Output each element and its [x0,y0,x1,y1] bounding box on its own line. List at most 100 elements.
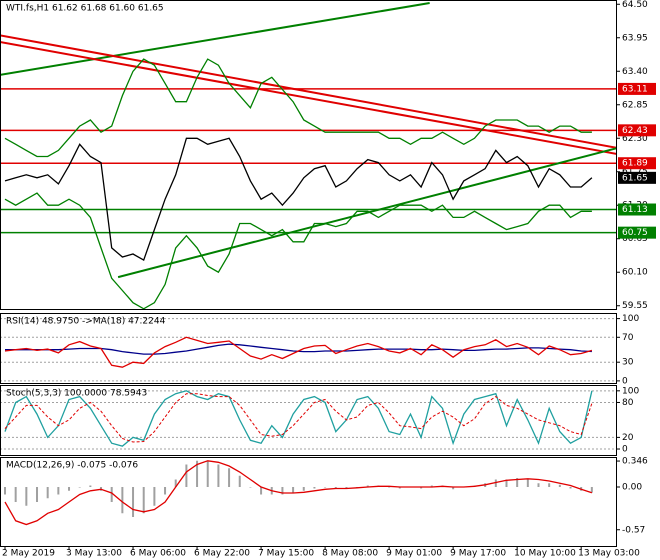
histogram-bar [569,487,572,489]
y-tick-label: 62.30 [622,134,648,144]
histogram-bar [494,479,497,487]
x-tick-label: 9 May 01:00 [386,549,442,559]
trend-line [0,2,430,76]
y-tick-label: 63.95 [622,33,648,43]
series-line [4,390,593,447]
histogram-bar [174,479,177,487]
histogram-bar [132,487,135,517]
histogram-bar [590,487,593,493]
y-tick-label: 59.55 [622,301,648,311]
panel-title: WTI.fs,H1 61.62 61.68 61.60 61.65 [6,4,164,14]
histogram-bar [366,485,369,487]
panel-frame [0,385,617,456]
trend-line [0,41,617,156]
histogram-bar [153,487,156,506]
panel-title: MACD(12,26,9) -0.075 -0.076 [6,461,138,471]
y-tick-label: 60.10 [622,268,648,278]
x-tick-label: 3 May 13:00 [66,549,122,559]
histogram-bar [249,487,252,488]
histogram-bar [121,487,124,514]
panel-frame [0,457,617,547]
panel [0,2,617,310]
histogram-bar [398,487,401,489]
series-line [4,137,593,262]
series-line [4,393,593,443]
histogram-bar [110,487,113,502]
histogram-bar [505,479,508,487]
y-tick-label: 0.346 [622,457,648,467]
histogram-bar [260,487,263,495]
panel-frame [0,313,617,384]
histogram-bar [68,487,71,491]
series-line [4,58,592,158]
level-label: 61.13 [622,205,648,215]
histogram-bar [25,487,28,506]
level-label: 61.89 [622,159,648,169]
histogram-bar [292,487,295,493]
price-label-box [618,171,656,184]
histogram-bar [228,468,231,487]
histogram-bar [548,483,551,487]
x-tick-label: 7 May 15:00 [258,549,314,559]
histogram-bar [36,487,39,502]
series-line [4,460,593,526]
y-tick-label: -0.57 [622,525,645,535]
x-tick-label: 8 May 08:00 [322,549,378,559]
level-label-box [618,124,656,137]
histogram-bar [526,479,529,487]
histogram-bar [430,485,433,487]
y-tick-label: 60.65 [622,234,648,244]
histogram-bar [57,487,60,495]
histogram-bar [313,487,316,489]
x-tick-label: 2 May 2019 [2,549,55,559]
y-tick-label: 80 [622,398,634,408]
y-tick-label: 20 [622,433,634,443]
y-tick-label: 62.85 [622,100,648,110]
level-label: 63.11 [622,84,648,94]
histogram-bar [516,478,519,487]
histogram-bar [537,483,540,487]
histogram-bar [238,475,241,487]
histogram-bar [14,487,17,502]
y-tick-label: 0 [622,376,628,386]
histogram-bar [452,487,455,490]
y-tick-label: 70 [622,333,634,343]
panel-frame [0,0,617,310]
histogram-bar [78,487,81,488]
histogram-bar [89,485,92,487]
panel-title: Stoch(5,3,3) 100.0000 78.5943 [6,389,147,399]
panel [0,318,617,382]
histogram-bar [420,487,423,489]
y-tick-label: 0.00 [622,483,642,493]
histogram-bar [302,487,305,491]
panel [4,460,593,526]
y-tick-label: 100 [622,386,639,396]
histogram-bar [388,487,391,488]
histogram-bar [185,464,188,487]
y-tick-label: 100 [622,314,639,324]
series-line [4,192,592,310]
x-tick-label: 10 May 10:00 [514,549,576,559]
panel [0,390,617,450]
y-tick-label: 64.50 [622,0,648,10]
histogram-bar [345,487,348,489]
level-label-box [618,157,656,170]
y-tick-label: 0 [622,445,628,455]
histogram-bar [142,487,145,514]
histogram-bar [217,464,220,487]
level-label: 62.43 [622,126,648,136]
histogram-bar [206,460,209,487]
histogram-bar [281,487,284,495]
x-tick-label: 9 May 17:00 [450,549,506,559]
level-label-box [618,82,656,95]
histogram-bar [558,484,561,487]
histogram-bar [164,487,167,495]
x-tick-label: 6 May 22:00 [194,549,250,559]
histogram-bar [334,487,337,489]
price-label: 61.65 [622,173,648,183]
x-tick-label: 6 May 06:00 [130,549,186,559]
panel-title: RSI(14) 48.9750 ->MA(18) 47.2244 [6,317,166,327]
y-tick-label: 63.40 [622,67,648,77]
